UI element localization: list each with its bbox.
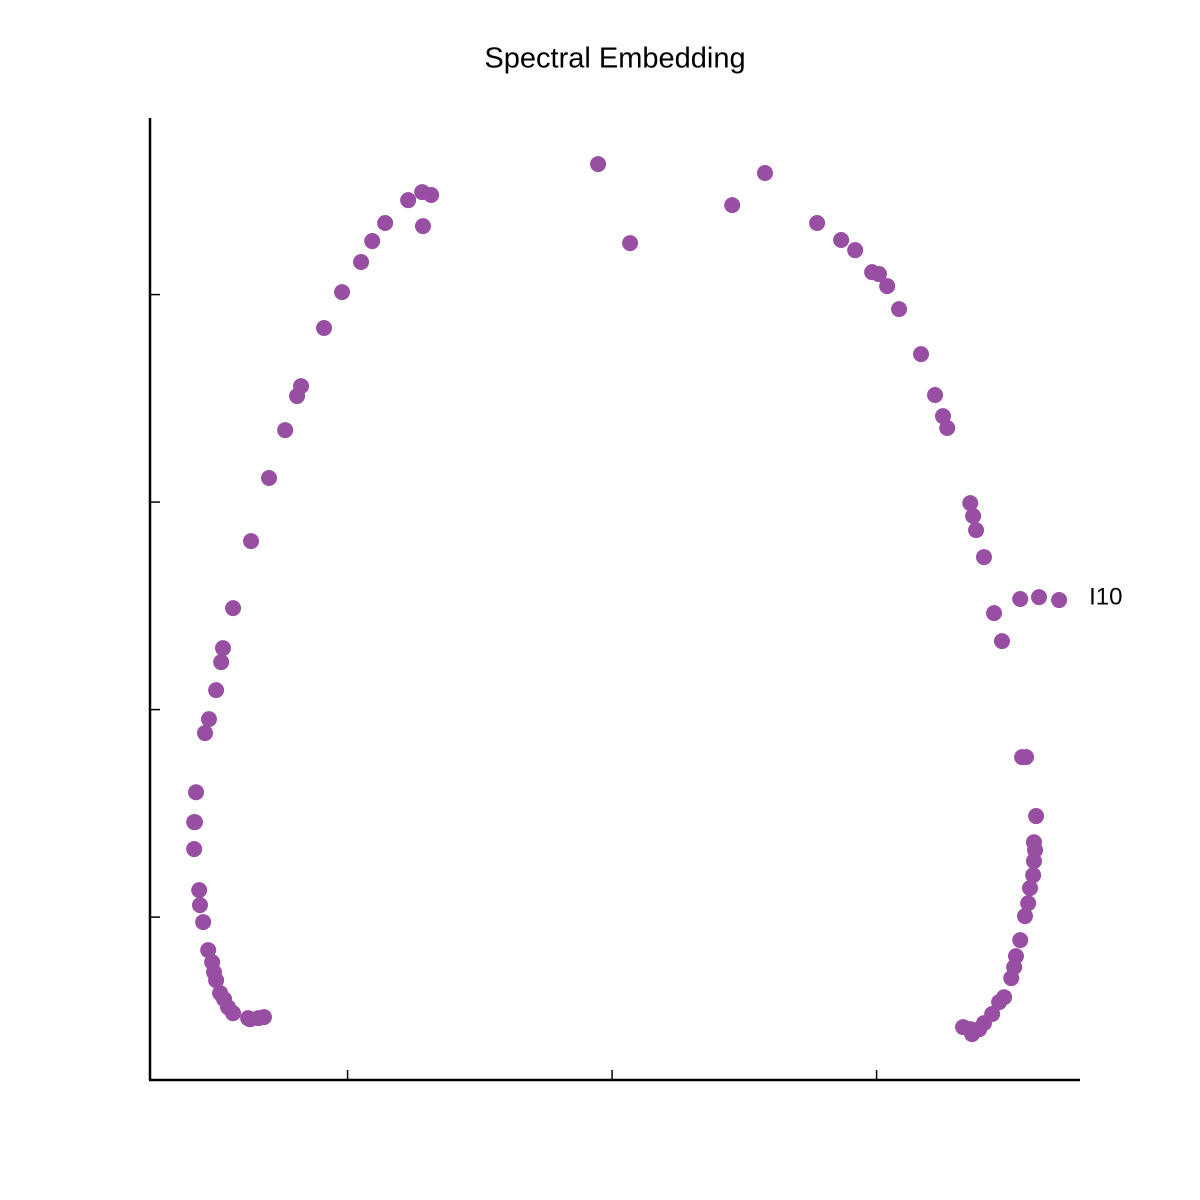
point [400, 192, 417, 209]
point [213, 654, 230, 671]
point [1025, 867, 1042, 884]
point [195, 914, 212, 931]
point [590, 156, 607, 173]
point [200, 942, 217, 959]
point [962, 495, 979, 512]
point [975, 549, 992, 566]
point [991, 994, 1008, 1011]
point [212, 985, 229, 1002]
chart-title: Spectral Embedding [484, 43, 745, 75]
point [414, 218, 431, 235]
point [186, 814, 203, 831]
point [809, 214, 826, 231]
point [353, 254, 370, 271]
point [316, 319, 333, 336]
point [243, 533, 260, 550]
point [1028, 808, 1045, 825]
point [833, 232, 850, 249]
point [204, 954, 221, 971]
point [1003, 970, 1020, 987]
point [756, 164, 773, 181]
point [1022, 880, 1039, 897]
point [191, 882, 208, 899]
point [939, 420, 956, 437]
point [913, 346, 930, 363]
point [955, 1019, 972, 1036]
point [225, 600, 242, 617]
point [993, 633, 1010, 650]
point [1012, 932, 1029, 949]
point [364, 233, 381, 250]
point [334, 284, 351, 301]
point [188, 784, 205, 801]
point [870, 266, 887, 283]
point [1018, 749, 1035, 766]
point [1012, 591, 1029, 607]
point [927, 387, 944, 404]
point [1051, 592, 1068, 609]
point [215, 640, 232, 657]
point [1016, 908, 1033, 925]
point [293, 378, 310, 395]
point [622, 235, 639, 252]
point [256, 1009, 273, 1026]
point [277, 422, 294, 439]
point [965, 507, 982, 524]
point [197, 725, 214, 742]
annotation: I10 [1089, 583, 1122, 610]
point [423, 186, 440, 203]
point [200, 711, 217, 728]
point [261, 470, 278, 487]
point [1020, 895, 1037, 912]
point [891, 301, 908, 318]
point [208, 682, 225, 699]
point [847, 242, 864, 259]
point [191, 897, 208, 914]
point [968, 522, 985, 539]
point [1031, 589, 1048, 606]
point [186, 841, 203, 858]
point [377, 214, 394, 231]
point [240, 1010, 257, 1027]
point [724, 197, 741, 214]
point [1025, 853, 1042, 870]
point [879, 278, 896, 295]
point [986, 605, 1003, 622]
